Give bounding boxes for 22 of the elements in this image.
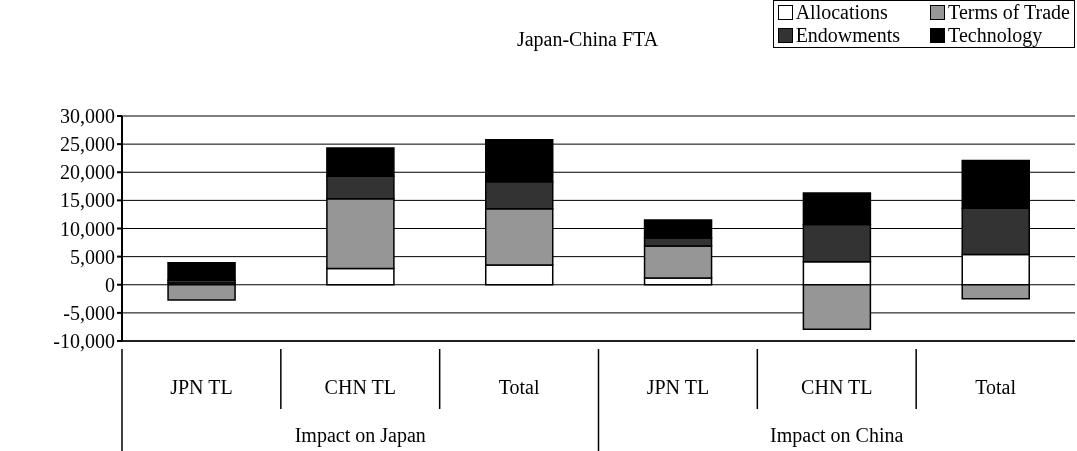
- legend-label: Endowments: [794, 24, 901, 47]
- y-tick-label: 25,000: [60, 133, 115, 156]
- y-tick-label: 30,000: [60, 105, 115, 128]
- text: Impact on Japan: [293, 424, 427, 447]
- legend-label: Terms of Trade: [947, 1, 1070, 24]
- text: Impact on China: [769, 424, 905, 447]
- x-tick-label: Total: [498, 376, 540, 398]
- y-tick-label: 15,000: [60, 189, 115, 212]
- x-tick-label: JPN TL: [170, 376, 233, 398]
- y-tick-label: 0: [105, 273, 115, 296]
- x-tick-label: Total: [975, 376, 1017, 398]
- x-tick-label: CHN TL: [801, 376, 873, 398]
- chart-title: Japan-China FTA: [515, 28, 660, 51]
- y-tick-label: 10,000: [60, 217, 115, 240]
- y-tick-label: 20,000: [60, 161, 115, 184]
- legend-label: Allocations: [794, 1, 889, 24]
- x-tick-label: CHN TL: [324, 376, 396, 398]
- y-tick-label: -10,000: [53, 330, 115, 353]
- x-tick-label: JPN TL: [646, 376, 710, 398]
- y-tick-label: 5,000: [70, 245, 115, 268]
- legend-label: Technology: [947, 24, 1044, 47]
- y-tick-label: -5,000: [63, 301, 115, 324]
